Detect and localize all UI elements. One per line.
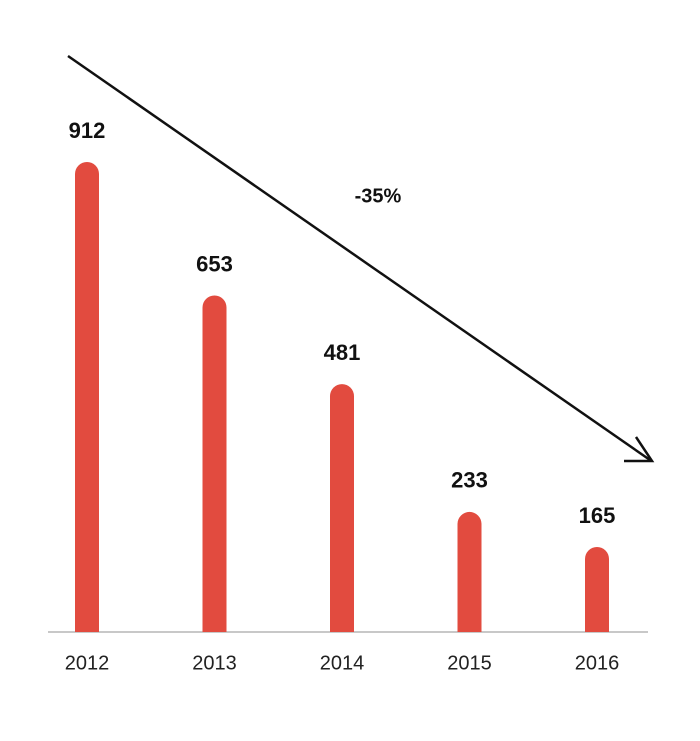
x-tick-label: 2016 [575,652,620,674]
x-tick-label: 2015 [447,652,492,674]
annotation: -35% [355,185,402,207]
x-tick-label: 2013 [192,652,237,674]
value-label: 912 [69,118,106,143]
x-tick-label: 2014 [320,652,365,674]
x-tick-label: 2012 [65,652,110,674]
bar [585,546,609,632]
bar [75,162,99,632]
value-label: 653 [196,251,233,276]
arrow-head [624,436,655,463]
value-label: 165 [579,503,616,528]
value-label: 233 [451,468,488,493]
value-label: 481 [324,340,361,365]
bar [457,511,482,632]
arrow-line [67,54,651,462]
bar [202,295,227,632]
bar [330,384,354,632]
trend-arrow [67,54,655,463]
